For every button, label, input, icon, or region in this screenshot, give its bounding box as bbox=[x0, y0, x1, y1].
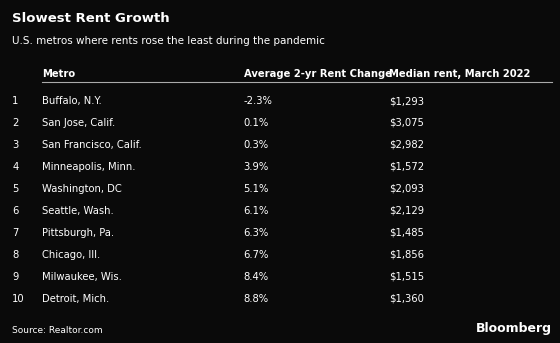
Text: $1,360: $1,360 bbox=[389, 294, 424, 304]
Text: 10: 10 bbox=[12, 294, 25, 304]
Text: 7: 7 bbox=[12, 228, 18, 238]
Text: San Jose, Calif.: San Jose, Calif. bbox=[42, 118, 115, 128]
Text: 1: 1 bbox=[12, 96, 18, 106]
Text: 2: 2 bbox=[12, 118, 18, 128]
Text: 0.3%: 0.3% bbox=[244, 140, 269, 150]
Text: $3,075: $3,075 bbox=[389, 118, 424, 128]
Text: 8: 8 bbox=[12, 250, 18, 260]
Text: Bloomberg: Bloomberg bbox=[475, 322, 552, 335]
Text: 6: 6 bbox=[12, 206, 18, 216]
Text: 8.8%: 8.8% bbox=[244, 294, 269, 304]
Text: -2.3%: -2.3% bbox=[244, 96, 273, 106]
Text: Detroit, Mich.: Detroit, Mich. bbox=[42, 294, 109, 304]
Text: 3: 3 bbox=[12, 140, 18, 150]
Text: Milwaukee, Wis.: Milwaukee, Wis. bbox=[42, 272, 122, 282]
Text: 4: 4 bbox=[12, 162, 18, 172]
Text: 5: 5 bbox=[12, 184, 18, 194]
Text: Median rent, March 2022: Median rent, March 2022 bbox=[389, 69, 530, 79]
Text: U.S. metros where rents rose the least during the pandemic: U.S. metros where rents rose the least d… bbox=[12, 36, 325, 46]
Text: 9: 9 bbox=[12, 272, 18, 282]
Text: Slowest Rent Growth: Slowest Rent Growth bbox=[12, 12, 170, 25]
Text: 6.1%: 6.1% bbox=[244, 206, 269, 216]
Text: Chicago, Ill.: Chicago, Ill. bbox=[42, 250, 100, 260]
Text: 0.1%: 0.1% bbox=[244, 118, 269, 128]
Text: Average 2-yr Rent Change: Average 2-yr Rent Change bbox=[244, 69, 391, 79]
Text: San Francisco, Calif.: San Francisco, Calif. bbox=[42, 140, 142, 150]
Text: 8.4%: 8.4% bbox=[244, 272, 269, 282]
Text: Minneapolis, Minn.: Minneapolis, Minn. bbox=[42, 162, 136, 172]
Text: $1,856: $1,856 bbox=[389, 250, 424, 260]
Text: 6.3%: 6.3% bbox=[244, 228, 269, 238]
Text: Source: Realtor.com: Source: Realtor.com bbox=[12, 327, 103, 335]
Text: $1,485: $1,485 bbox=[389, 228, 424, 238]
Text: Buffalo, N.Y.: Buffalo, N.Y. bbox=[42, 96, 102, 106]
Text: Pittsburgh, Pa.: Pittsburgh, Pa. bbox=[42, 228, 114, 238]
Text: 6.7%: 6.7% bbox=[244, 250, 269, 260]
Text: Washington, DC: Washington, DC bbox=[42, 184, 122, 194]
Text: Metro: Metro bbox=[42, 69, 75, 79]
Text: 3.9%: 3.9% bbox=[244, 162, 269, 172]
Text: 5.1%: 5.1% bbox=[244, 184, 269, 194]
Text: $2,093: $2,093 bbox=[389, 184, 424, 194]
Text: $1,572: $1,572 bbox=[389, 162, 424, 172]
Text: $1,515: $1,515 bbox=[389, 272, 424, 282]
Text: $1,293: $1,293 bbox=[389, 96, 424, 106]
Text: $2,982: $2,982 bbox=[389, 140, 424, 150]
Text: $2,129: $2,129 bbox=[389, 206, 424, 216]
Text: Seattle, Wash.: Seattle, Wash. bbox=[42, 206, 114, 216]
